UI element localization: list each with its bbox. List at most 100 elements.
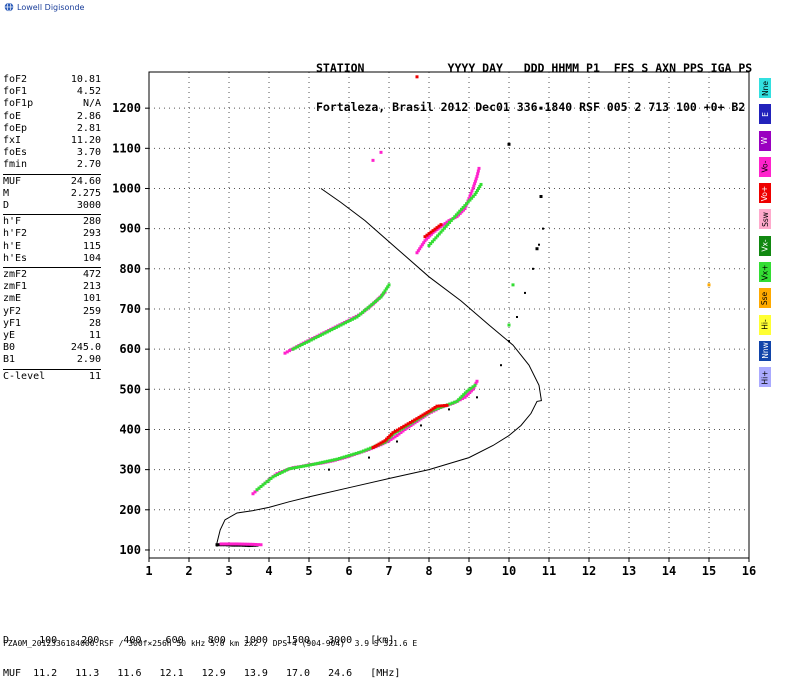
echo-point <box>291 347 295 351</box>
echo-point <box>282 469 286 473</box>
echo-point <box>316 461 320 465</box>
x-tick-label: 3 <box>225 564 232 578</box>
param-value: 11.20 <box>70 135 101 147</box>
echo-point <box>364 448 368 452</box>
param-row: h'Es 104 <box>3 253 101 265</box>
echo-point <box>473 193 477 197</box>
logo-text: Lowell Digisonde <box>17 2 85 12</box>
echo-point <box>443 222 447 226</box>
param-value: 28 <box>88 317 101 329</box>
echo-point <box>346 320 350 324</box>
legend-item: Nnw <box>759 340 771 361</box>
x-tick-label: 8 <box>425 564 432 578</box>
echo-point <box>379 295 383 299</box>
param-label: yF1 <box>3 317 22 329</box>
echo-point <box>393 435 397 439</box>
echo-point <box>353 316 357 320</box>
echo-point <box>383 440 387 444</box>
param-label: zmE <box>3 293 22 305</box>
echo-point <box>389 437 393 441</box>
echo-point <box>395 433 399 437</box>
param-row: foEp 2.81 <box>3 123 101 135</box>
echo-point <box>243 542 247 546</box>
param-row: B0 245.0 <box>3 342 101 354</box>
x-tick-label: 7 <box>385 564 392 578</box>
echo-point <box>399 427 403 431</box>
echo-point <box>465 389 469 393</box>
param-value: 2.70 <box>76 159 101 171</box>
echo-point <box>443 404 446 408</box>
echo-point <box>430 240 434 244</box>
echo-point <box>406 423 410 427</box>
echo-point <box>306 463 310 467</box>
isolated-echo-point <box>415 75 419 79</box>
echo-point <box>361 310 365 314</box>
param-row: B1 2.90 <box>3 354 101 366</box>
echo-point <box>387 283 391 287</box>
globe-icon <box>4 2 14 12</box>
legend-item: Hi- <box>759 314 771 335</box>
echo-point <box>302 341 306 345</box>
echo-point <box>383 289 387 293</box>
echo-point <box>469 386 473 390</box>
y-tick-label: 400 <box>119 422 141 436</box>
echo-point <box>321 332 325 336</box>
x-trace-point <box>524 291 526 294</box>
echo-point <box>455 215 459 219</box>
x-trace-point <box>538 243 540 246</box>
echo-point <box>433 227 437 231</box>
param-label: B1 <box>3 354 16 366</box>
param-row: D 3000 <box>3 200 101 212</box>
ionogram-chart: 1 2 3 4 5 6 7 8 9 10 11 12 13 14 15 1610020030040050060… <box>112 71 756 578</box>
echo-point <box>292 466 296 470</box>
legend-item: Vx+ <box>759 262 771 283</box>
y-tick-label: 300 <box>119 463 141 477</box>
echo-point <box>438 404 441 408</box>
param-row: yF1 28 <box>3 318 101 330</box>
echo-point <box>429 230 433 234</box>
echo-point <box>408 421 412 425</box>
legend-label: E <box>760 111 770 117</box>
echo-point <box>391 431 395 435</box>
echo-point <box>465 202 469 206</box>
param-label: foF1p <box>3 98 34 110</box>
param-row: zmE 101 <box>3 293 101 305</box>
echo-point <box>428 234 432 238</box>
echo-point <box>398 427 401 431</box>
echo-point <box>386 285 390 289</box>
echo-point <box>451 217 455 221</box>
param-row: fxI 11.20 <box>3 135 101 147</box>
echo-point <box>333 458 337 462</box>
param-value: 115 <box>82 240 101 252</box>
echo-point <box>219 542 223 546</box>
echo-point <box>415 251 419 255</box>
legend-label: Vx+ <box>760 264 770 281</box>
echo-point <box>256 543 260 547</box>
x-trace-point <box>500 364 502 367</box>
echo-point <box>431 407 435 411</box>
param-row: MUF 24.60 <box>3 176 101 188</box>
echo-point <box>427 409 431 413</box>
param-value: 245.0 <box>70 342 101 354</box>
param-value: N/A <box>82 98 101 110</box>
file-info-footer: FZA0M_2012336184000.RSF / 300f×256h 50 k… <box>3 639 418 648</box>
echo-point <box>447 219 451 223</box>
echo-point <box>425 237 429 241</box>
x-tick-label: 5 <box>305 564 312 578</box>
x-trace-point <box>420 424 422 427</box>
echo-point <box>421 413 425 417</box>
echo-point <box>460 394 464 398</box>
param-label: MUF <box>3 175 22 187</box>
echo-point <box>369 446 373 450</box>
echo-point <box>397 428 401 432</box>
echo-point <box>468 194 472 198</box>
plot-frame <box>148 71 750 559</box>
echo-point <box>461 397 465 401</box>
echo-point <box>230 542 234 546</box>
legend-label: Vo- <box>760 160 770 173</box>
echo-point <box>267 478 271 482</box>
param-row: M 2.275 <box>3 188 101 200</box>
param-row: foF1p N/A <box>3 98 101 110</box>
legend-item: Vo- <box>759 156 771 177</box>
param-value: 2.275 <box>70 187 101 199</box>
